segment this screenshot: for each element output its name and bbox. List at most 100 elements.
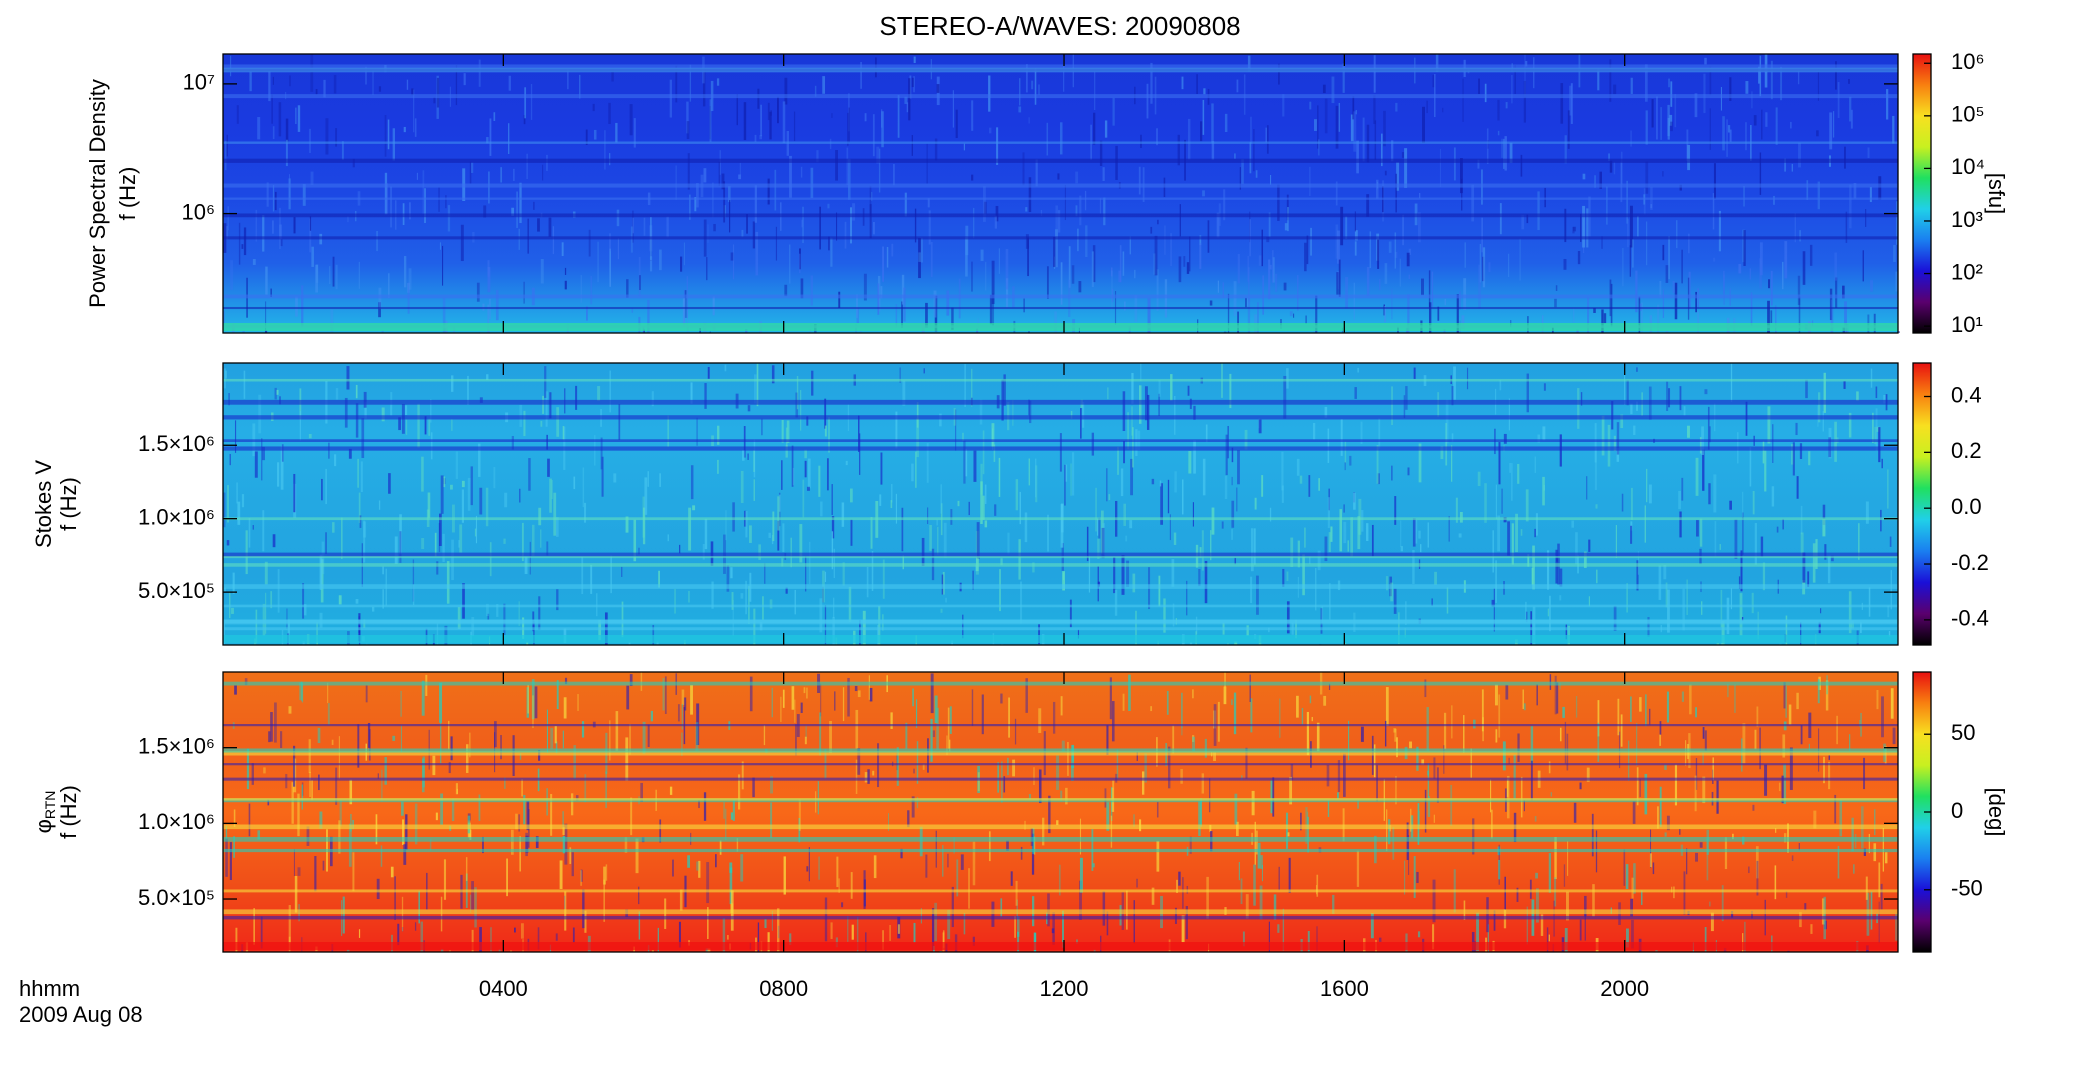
texture bbox=[542, 395, 544, 414]
texture bbox=[1556, 555, 1559, 562]
texture bbox=[777, 520, 780, 551]
texture bbox=[597, 241, 599, 283]
texture bbox=[1337, 792, 1339, 799]
texture bbox=[1853, 864, 1855, 874]
texture bbox=[800, 390, 802, 431]
texture bbox=[1667, 117, 1670, 140]
texture bbox=[1001, 761, 1003, 803]
texture bbox=[726, 565, 730, 592]
texture bbox=[549, 392, 552, 419]
texture bbox=[1444, 298, 1447, 306]
texture bbox=[1018, 539, 1021, 580]
texture bbox=[793, 111, 796, 142]
texture bbox=[842, 687, 845, 722]
texture bbox=[1140, 134, 1142, 149]
texture bbox=[1096, 518, 1099, 536]
texture bbox=[997, 762, 999, 793]
texture bbox=[1395, 776, 1397, 805]
texture bbox=[722, 918, 726, 952]
texture bbox=[1127, 412, 1129, 450]
texture bbox=[1765, 112, 1768, 127]
texture bbox=[1704, 57, 1707, 65]
texture bbox=[485, 487, 489, 527]
texture bbox=[1104, 788, 1107, 808]
texture bbox=[1416, 746, 1419, 771]
texture bbox=[1699, 842, 1703, 848]
texture bbox=[864, 113, 867, 122]
texture bbox=[1870, 368, 1873, 388]
texture bbox=[1426, 707, 1429, 751]
texture bbox=[858, 415, 860, 452]
texture bbox=[1093, 112, 1096, 145]
texture bbox=[1603, 313, 1607, 324]
texture bbox=[280, 446, 284, 490]
spectrogram bbox=[223, 672, 1898, 952]
texture bbox=[500, 735, 502, 760]
texture bbox=[398, 417, 401, 431]
texture bbox=[1708, 483, 1711, 505]
texture bbox=[1681, 691, 1685, 702]
texture bbox=[890, 484, 893, 503]
texture bbox=[869, 687, 873, 702]
texture bbox=[695, 722, 699, 751]
texture bbox=[1752, 490, 1755, 515]
texture bbox=[1709, 108, 1711, 150]
texture bbox=[1631, 919, 1634, 949]
texture bbox=[856, 294, 858, 318]
texture bbox=[1731, 911, 1734, 918]
plot-frame bbox=[222, 671, 1899, 953]
texture bbox=[1150, 226, 1153, 234]
texture bbox=[1079, 880, 1082, 920]
texture bbox=[297, 867, 301, 876]
texture bbox=[1499, 203, 1502, 235]
texture bbox=[581, 556, 584, 595]
texture bbox=[465, 857, 468, 881]
texture bbox=[1704, 730, 1707, 751]
texture bbox=[1785, 685, 1787, 718]
texture bbox=[1376, 179, 1379, 199]
texture bbox=[556, 680, 559, 710]
texture bbox=[1862, 250, 1864, 282]
texture bbox=[780, 696, 782, 723]
texture bbox=[1577, 250, 1581, 265]
texture bbox=[759, 621, 763, 631]
texture bbox=[1400, 520, 1402, 548]
texture bbox=[610, 555, 612, 594]
texture bbox=[424, 416, 427, 435]
texture bbox=[1309, 695, 1312, 704]
texture bbox=[947, 909, 951, 940]
texture bbox=[662, 678, 665, 711]
texture bbox=[302, 641, 305, 645]
texture bbox=[1631, 877, 1634, 899]
texture bbox=[1316, 874, 1319, 897]
texture bbox=[838, 878, 840, 893]
texture bbox=[1031, 833, 1035, 875]
texture bbox=[1713, 163, 1716, 199]
texture bbox=[1272, 250, 1274, 283]
texture bbox=[1338, 259, 1341, 297]
texture bbox=[234, 685, 237, 695]
texture bbox=[1881, 458, 1883, 469]
texture bbox=[573, 745, 576, 779]
texture bbox=[1257, 842, 1261, 869]
colorbar-label: [sfu] bbox=[1984, 173, 2009, 215]
texture bbox=[1601, 236, 1603, 249]
texture bbox=[775, 226, 778, 261]
texture bbox=[1709, 426, 1711, 443]
y-axis-quantity: φRTN bbox=[31, 791, 58, 834]
texture bbox=[826, 458, 829, 491]
texture bbox=[537, 218, 540, 232]
texture bbox=[1433, 814, 1435, 823]
texture bbox=[1646, 221, 1648, 266]
texture bbox=[341, 517, 343, 559]
texture bbox=[702, 543, 705, 560]
texture bbox=[1183, 256, 1186, 267]
texture bbox=[1060, 790, 1063, 802]
texture bbox=[785, 427, 788, 448]
texture bbox=[1258, 255, 1262, 266]
texture bbox=[1572, 226, 1575, 234]
texture bbox=[842, 562, 845, 586]
texture bbox=[838, 291, 841, 308]
texture bbox=[806, 866, 809, 872]
texture bbox=[352, 852, 355, 892]
